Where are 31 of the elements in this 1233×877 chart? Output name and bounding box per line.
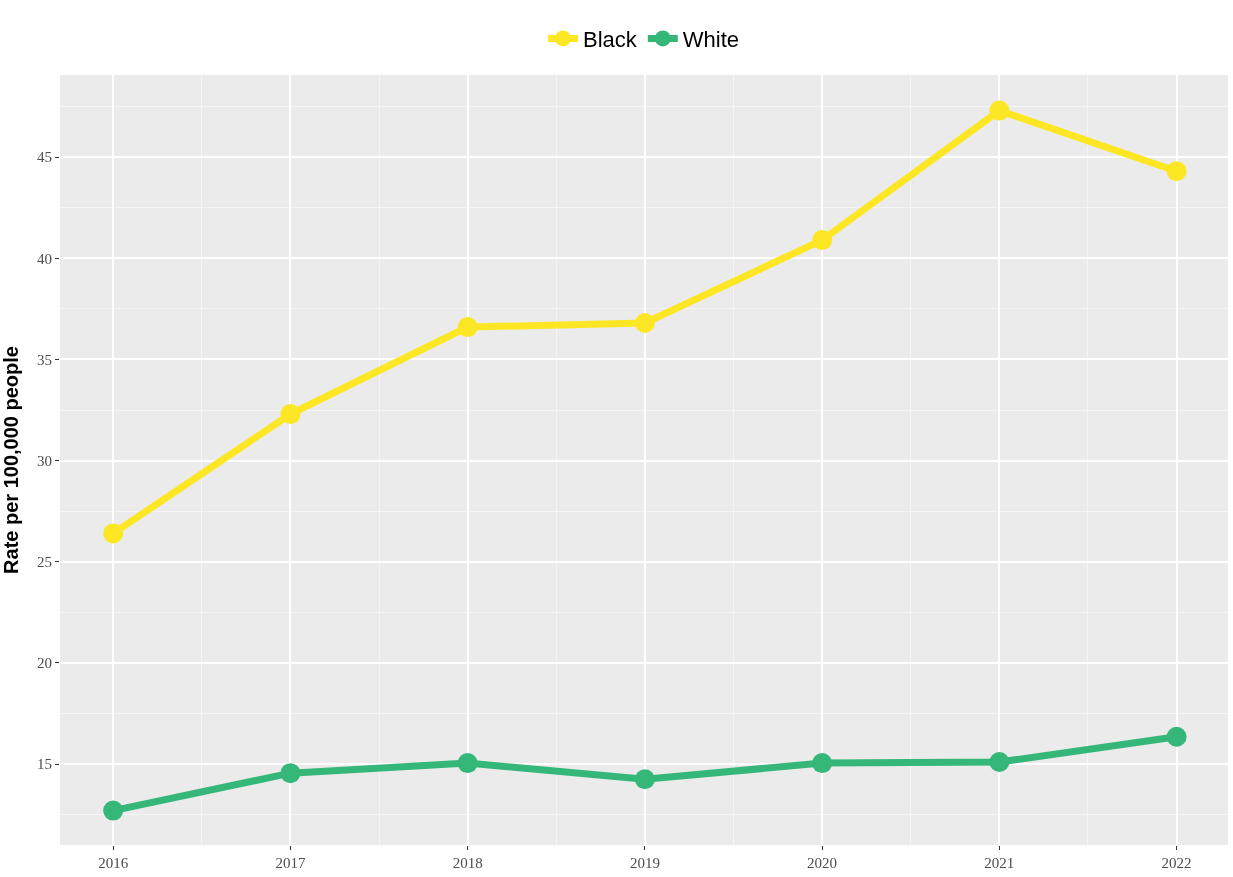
point [989,100,1010,121]
point [280,763,301,784]
y-axis-title: Rate per 100,000 people [0,346,22,574]
legend-label: Black [583,26,638,52]
point [457,753,478,774]
y-tick-label: 40 [37,250,52,267]
y-tick-label: 15 [37,756,52,773]
point [1166,726,1187,747]
legend-label: White [682,26,740,52]
x-tick-label: 2016 [98,855,129,871]
point [634,769,655,790]
point [457,317,478,338]
y-tick-label: 35 [37,351,52,368]
x-tick-label: 2018 [452,855,483,871]
point [812,753,833,774]
y-tick-label: 45 [37,149,52,166]
x-tick-label: 2022 [1161,855,1192,871]
point [103,800,124,821]
point [1166,161,1187,182]
point [103,523,124,544]
x-tick-label: 2021 [984,855,1015,871]
point [812,230,833,251]
y-tick-label: 20 [37,655,52,672]
x-tick-label: 2019 [629,855,660,871]
point [634,313,655,334]
point [989,752,1010,773]
x-tick-label: 2020 [807,855,838,871]
y-tick-label: 30 [37,452,52,469]
x-tick-label: 2017 [275,855,306,871]
y-tick-label: 25 [37,554,52,571]
point [280,404,301,425]
